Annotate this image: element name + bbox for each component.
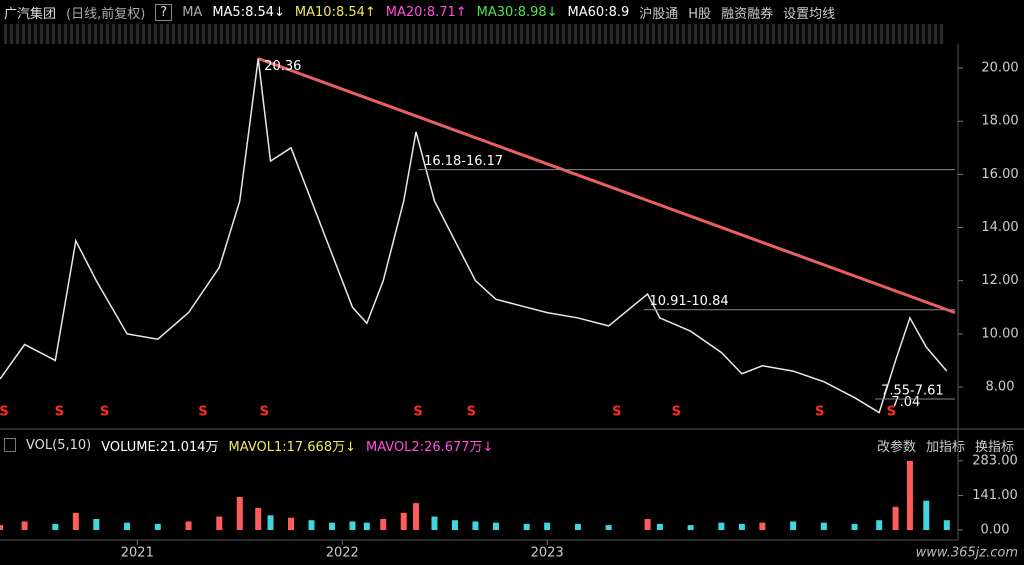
volume-bar [236, 497, 243, 530]
vol-name: VOL(5,10) [26, 437, 92, 453]
volume-bar [52, 523, 59, 530]
toggle[interactable] [4, 438, 16, 452]
y-tick-label: 20.00 [981, 61, 1018, 76]
y-tick-label: 283.00 [972, 453, 1018, 468]
vol-item: MAVOL1:17.668万↓ [228, 439, 356, 455]
vol-button[interactable]: 换指标 [974, 439, 1014, 455]
annotation: 16.18-16.17 [424, 154, 503, 169]
volume-bar [0, 525, 3, 530]
volume-bar [923, 500, 930, 530]
volume-bar [644, 519, 651, 530]
y-tick-label: 14.00 [981, 220, 1018, 235]
volume-bar [21, 521, 28, 530]
volume-bar [451, 520, 458, 530]
signal: S [55, 405, 64, 420]
help[interactable]: ? [155, 3, 173, 21]
x-tick-label: 2021 [121, 546, 154, 561]
volume-bar [267, 515, 274, 530]
ma-value: MA5:8.54↓ [212, 4, 285, 20]
volume-bar [349, 521, 356, 530]
annotation: 7.55-7.61 [881, 384, 944, 399]
volume-header: VOL(5,10) VOLUME:21.014万 MAVOL1:17.668万↓ M… [0, 433, 1014, 457]
volume-bar [876, 520, 883, 530]
volume-bar [363, 522, 370, 530]
header-link[interactable]: 融资融券 [721, 6, 774, 22]
header-link[interactable]: 设置均线 [783, 6, 836, 22]
volume-bar [308, 520, 315, 530]
volume-bar [400, 512, 407, 530]
header-link[interactable]: H股 [688, 6, 712, 22]
y-tick-label: 10.00 [981, 326, 1018, 341]
volume-bar [790, 521, 797, 530]
ma-value: MA60:8.9 [567, 4, 630, 20]
volume-bar [718, 522, 725, 530]
volume-bar [906, 460, 913, 530]
volume-bar [93, 519, 100, 530]
y-tick-label: 12.00 [981, 273, 1018, 288]
volume-bar [892, 506, 899, 530]
header: 广汽集团 (日线,前复权) ? MA MA5:8.54↓ MA10:8.54↑ MA… [0, 0, 835, 24]
ma-label: MA [182, 4, 203, 20]
signal: S [413, 405, 422, 420]
vol-button[interactable]: 加指标 [925, 439, 965, 455]
signal: S [815, 405, 824, 420]
stock-name: 广汽集团 [4, 6, 57, 22]
signal: S [260, 405, 269, 420]
signal: S [100, 405, 109, 420]
watermark: www.365jz.com [916, 546, 1018, 561]
ma-value: MA30:8.98↓ [476, 4, 558, 20]
y-tick-label: 16.00 [981, 167, 1018, 182]
x-tick-label: 2023 [531, 546, 564, 561]
header-link[interactable]: 沪股通 [639, 6, 679, 22]
signal: S [198, 405, 207, 420]
volume-bar [255, 508, 262, 530]
vol-button[interactable]: 改参数 [876, 439, 916, 455]
volume-bar [328, 522, 335, 530]
trendline [257, 57, 956, 315]
y-tick-label: 141.00 [972, 488, 1018, 503]
ma-value: MA10:8.54↑ [294, 4, 376, 20]
ma-value: MA20:8.71↑ [385, 4, 467, 20]
blurred-row [4, 24, 944, 44]
volume-bar [687, 525, 694, 530]
volume-bar [431, 516, 438, 530]
signal: S [672, 405, 681, 420]
annotation: 10.91-10.84 [649, 294, 728, 309]
vol-item: VOLUME:21.014万 [101, 439, 219, 455]
volume-bar [124, 522, 131, 530]
volume-bar [656, 523, 663, 530]
volume-bar [544, 522, 551, 530]
volume-bar [380, 519, 387, 530]
signal: S [0, 405, 9, 420]
volume-bar [154, 523, 161, 530]
price-line [0, 58, 948, 414]
volume-bar [472, 521, 479, 530]
volume-bar [851, 523, 858, 530]
volume-bar [605, 525, 612, 530]
volume-bar [72, 512, 79, 530]
x-tick-label: 2022 [326, 546, 359, 561]
y-tick-label: 18.00 [981, 114, 1018, 129]
vol-item: MAVOL2:26.677万↓ [366, 439, 494, 455]
volume-bar [574, 523, 581, 530]
volume-bar [523, 523, 530, 530]
volume-bar [216, 516, 223, 530]
volume-bar [738, 523, 745, 530]
signal: S [467, 405, 476, 420]
mode: (日线,前复权) [66, 6, 146, 22]
volume-bar [288, 517, 295, 530]
y-tick-label: 8.00 [986, 380, 1015, 395]
volume-bar [492, 522, 499, 530]
signal: S [887, 405, 896, 420]
y-tick-label: 0.00 [981, 523, 1010, 538]
volume-bar [759, 522, 766, 530]
volume-bar [943, 520, 950, 530]
volume-bar [820, 522, 827, 530]
annotation: 20.36 [264, 59, 301, 74]
volume-bar [413, 503, 420, 530]
volume-bar [185, 521, 192, 530]
signal: S [612, 405, 621, 420]
